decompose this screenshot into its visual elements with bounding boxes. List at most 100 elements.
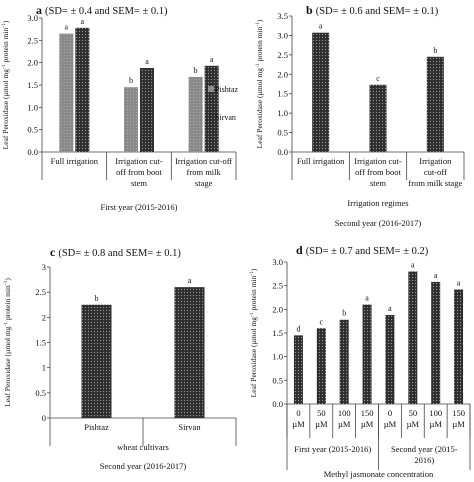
panel-c-y-tick-label: 1.5 xyxy=(35,338,46,348)
panel-d-bar-letter: a xyxy=(434,271,438,280)
panel-a-legend-label: Pishtaz xyxy=(215,85,239,94)
panel-a-y-tick-label: 2.5 xyxy=(27,35,38,45)
panel-a-x-tick-label: Full irrigation xyxy=(51,156,99,166)
panel-d-bar xyxy=(454,289,464,404)
panel-d-title: d (SD= ± 0.7 and SEM= ± 0.2) xyxy=(296,243,429,257)
panel-c-x-sub-label: Second year (2016-2017) xyxy=(100,461,187,471)
panel-d-x-tick-label: µM xyxy=(292,419,305,429)
panel-d-y-tick-label: 0.0 xyxy=(272,399,283,409)
panel-d-x-tick-label: µM xyxy=(452,419,465,429)
panel-b-x-tick-label: stem xyxy=(370,178,386,188)
panel-d-x-tick-label: 50 xyxy=(317,408,326,418)
panel-d-y-tick-label: 1.0 xyxy=(272,352,283,362)
panel-c-y-tick-label: 2 xyxy=(42,312,46,322)
panel-d-group-label: First year (2015-2016) xyxy=(294,444,371,454)
panel-a-title: a (SD= ± 0.4 and SEM= ± 0.1) xyxy=(36,3,168,17)
panel-d-bar-letter: a xyxy=(411,260,415,269)
panel-a-x-tick-label: Irrigation cut- xyxy=(115,156,163,166)
panel-c-x-tick-label: Sirvan xyxy=(178,422,201,432)
panel-b-y-tick-label: 2.0 xyxy=(277,69,288,79)
panel-d-ylabel: Leaf Peroxidase (µmol mg-1 protein min-1… xyxy=(249,268,258,397)
panel-c-bar-letter: b xyxy=(95,294,99,303)
panel-d-x-tick-label: 150 xyxy=(361,408,374,418)
panel-a-bar-letter: a xyxy=(81,17,85,26)
panel-a-y-tick-label: 1.0 xyxy=(27,102,38,112)
panel-d-x-tick-label: 100 xyxy=(338,408,351,418)
panel-a-legend-swatch xyxy=(208,86,214,92)
panel-b-bar-letter: b xyxy=(433,46,437,55)
panel-d-y-tick-label: 1.5 xyxy=(272,328,283,338)
panel-b-title: b (SD= ± 0.6 and SEM= ± 0.1) xyxy=(306,3,439,17)
panel-d-x-tick-label: 100 xyxy=(429,408,442,418)
panel-d-bar-letter: c xyxy=(320,317,324,326)
panel-c-y-tick-label: 3 xyxy=(42,262,46,272)
panel-d-x-tick-label: 0 xyxy=(296,408,300,418)
panel-c-x-sub-label: wheat cultivars xyxy=(117,442,169,452)
panel-a-bar-letter: a xyxy=(145,57,149,66)
panel-b-x-sub-label: Irrigation regimes xyxy=(347,198,408,208)
panel-a-x-tick-label: stem xyxy=(131,178,147,188)
panel-b-bar xyxy=(369,84,387,152)
panel-c-bar xyxy=(81,304,112,418)
panel-d-x-tick-label: 150 xyxy=(452,408,465,418)
panel-d-x-tick-label: µM xyxy=(315,419,328,429)
panel-a-x-tick-label: from milk xyxy=(187,167,222,177)
panel-a-y-tick-label: 0.0 xyxy=(27,147,38,157)
panel-d-bar xyxy=(293,335,303,404)
panel-d-group-label: Second year (2015- xyxy=(391,444,458,454)
panel-a-y-tick-label: 3.0 xyxy=(27,13,38,23)
panel-d-group-label: 2016) xyxy=(414,455,434,465)
panel-d-y-tick-label: 3.0 xyxy=(272,257,283,267)
panel-c-y-tick-label: 0.5 xyxy=(35,388,46,398)
panel-c-title: c (SD= ± 0.8 and SEM= ± 0.1) xyxy=(50,245,181,259)
panel-b-y-tick-label: 3.0 xyxy=(277,30,288,40)
panel-b-y-tick-label: 2.5 xyxy=(277,50,288,60)
panel-a-bar-letter: a xyxy=(210,55,214,64)
panel-a-bar xyxy=(75,27,90,152)
panel-a-y-tick-label: 1.5 xyxy=(27,80,38,90)
panel-d-bar-letter: a xyxy=(457,278,461,287)
panel-a-x-sub-label: First year (2015-2016) xyxy=(101,202,178,212)
panel-a-bar xyxy=(188,76,203,152)
panel-d-bar-letter: d xyxy=(296,324,300,333)
panel-d-bar xyxy=(408,271,418,404)
panel-c-bar-letter: a xyxy=(188,276,192,285)
panel-b-bar-letter: c xyxy=(376,74,380,83)
panel-b-y-tick-label: 0.5 xyxy=(277,128,288,138)
panel-d-y-tick-label: 2.5 xyxy=(272,281,283,291)
panel-c-y-tick-label: 0 xyxy=(42,413,46,423)
panel-b-bar-letter: a xyxy=(319,22,323,31)
panel-b-x-tick-label: Full irrigation xyxy=(297,156,345,166)
panel-a-bar xyxy=(140,68,154,152)
panel-a-bar xyxy=(124,87,138,152)
panel-d-bar xyxy=(362,304,372,404)
panel-b-x-tick-label: Irrigation cut- xyxy=(354,156,402,166)
panel-d-x-tick-label: µM xyxy=(361,419,374,429)
panel-d-bar xyxy=(431,281,441,404)
panel-d-bar xyxy=(339,319,349,404)
panel-d-x-tick-label: 50 xyxy=(409,408,418,418)
panel-d-x-tick-label: µM xyxy=(429,419,442,429)
panel-a-bar-letter: b xyxy=(194,66,198,75)
panel-b-x-tick-label: cut-off xyxy=(424,167,447,177)
panel-a-y-tick-label: 0.5 xyxy=(27,125,38,135)
panel-a-bar-letter: b xyxy=(129,76,133,85)
panel-d-y-tick-label: 2.0 xyxy=(272,304,283,314)
panel-a-ylabel: Leaf Peroxidase (µmol mg-1 protein min-1… xyxy=(1,20,10,149)
panel-c-bar xyxy=(174,287,205,418)
panel-c-x-tick-label: Pishtaz xyxy=(84,422,109,432)
panel-a-x-tick-label: stage xyxy=(195,178,213,188)
panel-a-legend-swatch xyxy=(208,114,214,120)
panel-c-y-tick-label: 2.5 xyxy=(35,287,46,297)
panel-b-x-tick-label: Irrigation xyxy=(419,156,452,166)
panel-d-y-tick-label: 0.5 xyxy=(272,375,283,385)
panel-a-legend-label: Sirvan xyxy=(215,113,236,122)
panel-a-bar-letter: a xyxy=(65,23,69,32)
panel-d-x-sub-label: Methyl jasmonate concentration xyxy=(324,469,434,479)
panel-d-x-tick-label: µM xyxy=(407,419,420,429)
panel-c-y-tick-label: 1 xyxy=(42,363,46,373)
panel-a-bar xyxy=(204,65,219,152)
panel-d-bar-letter: a xyxy=(388,304,392,313)
panel-b-bar xyxy=(312,32,330,152)
